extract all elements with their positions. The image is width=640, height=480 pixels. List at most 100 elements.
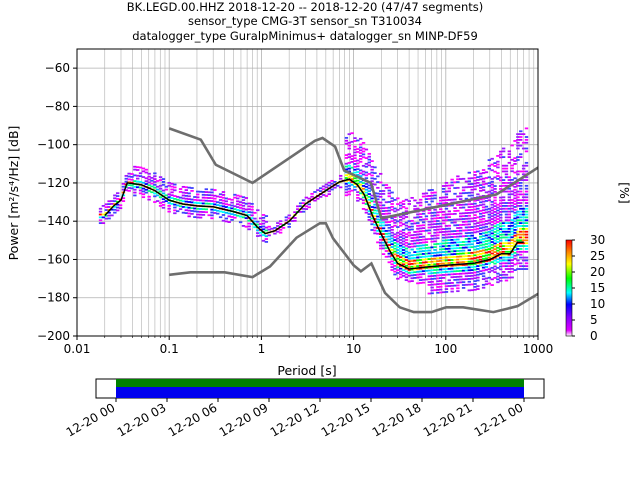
- ppsd-cell: [470, 211, 474, 214]
- ppsd-cell: [178, 196, 183, 199]
- ppsd-cell: [173, 195, 177, 197]
- ppsd-cell: [519, 248, 523, 250]
- ppsd-cell: [353, 148, 357, 151]
- ppsd-cell: [467, 232, 472, 234]
- ppsd-cell: [107, 206, 111, 208]
- ppsd-cell: [213, 212, 217, 214]
- ppsd-cell: [344, 168, 349, 171]
- ppsd-cell: [496, 155, 500, 157]
- ppsd-cell: [516, 233, 520, 236]
- ppsd-cell: [447, 250, 451, 253]
- ppsd-cell: [441, 274, 446, 276]
- ppsd-cell: [484, 211, 489, 214]
- ppsd-cell: [381, 241, 386, 244]
- ppsd-cell: [393, 262, 397, 264]
- ppsd-cell: [298, 202, 303, 205]
- ppsd-cell: [459, 272, 463, 275]
- y-axis-label: Power [m²/s⁴/Hz] [dB]: [6, 126, 21, 261]
- ppsd-cell: [387, 235, 391, 238]
- ppsd-cell: [501, 262, 506, 265]
- ppsd-cell: [513, 240, 517, 243]
- ppsd-cell: [447, 187, 451, 190]
- ppsd-cell: [361, 150, 366, 153]
- ppsd-cell: [516, 133, 520, 136]
- ppsd-cell: [499, 150, 503, 153]
- ppsd-cell: [479, 264, 483, 267]
- plot-frame: [76, 48, 539, 337]
- ppsd-cell: [473, 208, 477, 211]
- ppsd-cell: [356, 179, 360, 182]
- ppsd-cell: [441, 239, 446, 242]
- ppsd-cell: [387, 224, 391, 226]
- ppsd-cell: [378, 201, 383, 204]
- ppsd-cell: [144, 183, 148, 185]
- ppsd-cell: [430, 189, 434, 191]
- ppsd-cell: [519, 153, 523, 156]
- ppsd-cell: [250, 223, 254, 225]
- ppsd-cell: [439, 254, 443, 257]
- ppsd-cell: [507, 222, 512, 225]
- ppsd-cell: [496, 235, 500, 238]
- ppsd-cell: [519, 222, 523, 225]
- ppsd-cell: [387, 238, 391, 241]
- ppsd-cell: [496, 212, 500, 215]
- ppsd-cell: [121, 200, 126, 202]
- ppsd-cell: [507, 248, 512, 250]
- ppsd-cell: [479, 212, 483, 215]
- ppsd-cell: [496, 163, 500, 166]
- ppsd-cell: [310, 192, 314, 195]
- ppsd-cell: [413, 222, 417, 225]
- ppsd-cell: [490, 183, 494, 186]
- ppsd-cell: [430, 246, 434, 249]
- ppsd-cell: [421, 281, 426, 284]
- ppsd-cell: [427, 275, 431, 278]
- ppsd-cell: [353, 180, 357, 183]
- ppsd-cell: [398, 230, 403, 233]
- ppsd-cell: [439, 211, 443, 214]
- ppsd-cell: [481, 183, 486, 186]
- ppsd-cell: [170, 182, 174, 185]
- ppsd-cell: [153, 178, 157, 180]
- ppsd-cell: [519, 144, 523, 147]
- ppsd-cell: [138, 172, 143, 175]
- ppsd-cell: [493, 176, 497, 179]
- ppsd-cell: [513, 188, 517, 191]
- ppsd-cell: [347, 156, 351, 159]
- ppsd-cell: [398, 259, 403, 261]
- x-axis-label: Period [s]: [277, 363, 336, 378]
- ppsd-cell: [473, 225, 477, 228]
- ppsd-cell: [253, 220, 257, 223]
- ppsd-cell: [473, 217, 477, 219]
- ppsd-cell: [427, 284, 431, 286]
- ppsd-cell: [133, 168, 137, 171]
- ppsd-cell: [347, 190, 351, 193]
- ppsd-cell: [427, 258, 431, 260]
- ppsd-cell: [124, 177, 128, 180]
- ppsd-cell: [439, 196, 443, 199]
- ppsd-cell: [333, 186, 337, 189]
- ppsd-cell: [198, 216, 203, 219]
- ppsd-cell: [261, 214, 266, 216]
- ppsd-cell: [444, 181, 449, 184]
- ppsd-cell: [147, 175, 151, 178]
- ppsd-cell: [496, 238, 500, 241]
- ppsd-cell: [424, 238, 429, 241]
- ppsd-cell: [190, 189, 194, 192]
- ppsd-cell: [401, 234, 406, 237]
- ppsd-cell: [118, 207, 123, 210]
- ppsd-cell: [167, 204, 171, 207]
- ppsd-cell: [276, 230, 280, 233]
- ppsd-cell: [278, 228, 283, 231]
- ppsd-cell: [516, 202, 520, 204]
- ppsd-cell: [410, 248, 414, 251]
- ppsd-cell: [278, 231, 283, 234]
- ppsd-cell: [436, 271, 440, 274]
- ppsd-cell: [390, 263, 394, 266]
- ppsd-cell: [484, 225, 489, 228]
- ppsd-cell: [459, 203, 463, 206]
- ppsd-cell: [350, 155, 354, 158]
- ppsd-cell: [470, 243, 474, 246]
- ppsd-cell: [261, 225, 266, 228]
- ppsd-cell: [524, 150, 529, 153]
